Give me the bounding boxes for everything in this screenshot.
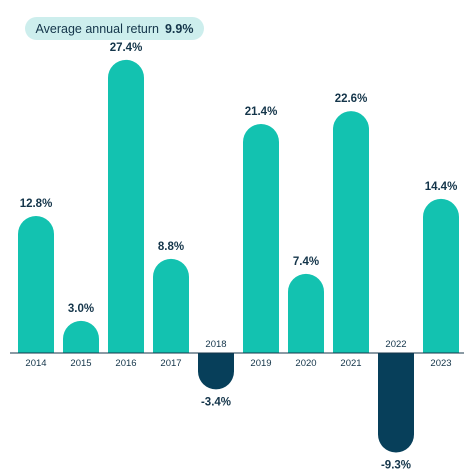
value-label-2015: 3.0% bbox=[68, 303, 94, 315]
value-label-2023: 14.4% bbox=[425, 181, 458, 193]
year-label-2021: 2021 bbox=[340, 358, 361, 369]
average-return-badge: Average annual return 9.9% bbox=[25, 17, 204, 40]
value-label-2017: 8.8% bbox=[158, 241, 184, 253]
year-label-2017: 2017 bbox=[160, 358, 181, 369]
value-label-2021: 22.6% bbox=[335, 93, 368, 105]
bar-2017 bbox=[153, 258, 189, 353]
bar-2014 bbox=[18, 216, 54, 353]
year-label-2020: 2020 bbox=[295, 358, 316, 369]
value-label-2022: -9.3% bbox=[381, 460, 411, 472]
year-label-2015: 2015 bbox=[70, 358, 91, 369]
bar-2022 bbox=[378, 353, 414, 453]
value-label-2018: -3.4% bbox=[201, 396, 231, 408]
year-label-2022: 2022 bbox=[385, 339, 406, 350]
value-label-2019: 21.4% bbox=[245, 106, 278, 118]
bar-2018 bbox=[198, 353, 234, 390]
bar-2016 bbox=[108, 59, 144, 353]
average-return-label: Average annual return bbox=[35, 21, 159, 36]
bar-2019 bbox=[243, 124, 279, 353]
year-label-2023: 2023 bbox=[430, 358, 451, 369]
year-label-2014: 2014 bbox=[25, 358, 46, 369]
labels-group: 12.8% 2014 3.0% 2015 27.4% 2016 8.8% 2017 -3.4% 2… bbox=[20, 42, 458, 472]
bar-2015 bbox=[63, 320, 99, 353]
year-label-2019: 2019 bbox=[250, 358, 271, 369]
bar-2021 bbox=[333, 111, 369, 353]
bar-2020 bbox=[288, 273, 324, 353]
bars-group bbox=[18, 59, 459, 453]
value-label-2016: 27.4% bbox=[110, 42, 143, 54]
bar-2023 bbox=[423, 198, 459, 353]
average-return-value: 9.9% bbox=[164, 21, 194, 36]
value-label-2020: 7.4% bbox=[293, 256, 319, 268]
year-label-2018: 2018 bbox=[205, 339, 226, 350]
year-label-2016: 2016 bbox=[115, 358, 136, 369]
value-label-2014: 12.8% bbox=[20, 198, 53, 210]
